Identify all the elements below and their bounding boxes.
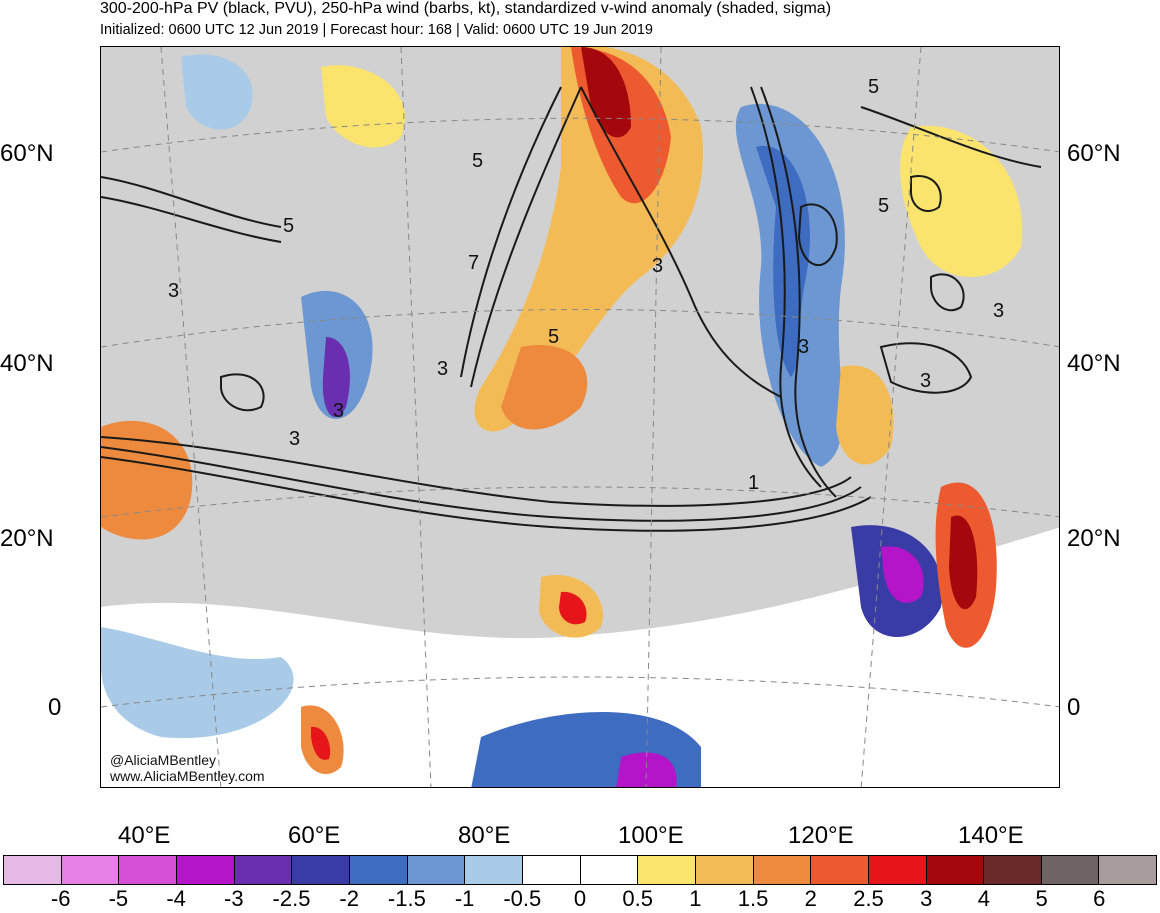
anomaly-darkred-1	[581, 47, 631, 138]
colorbar-label: -4	[166, 886, 186, 911]
lon-label: 60°E	[288, 822, 341, 849]
colorbar-label: 4	[977, 886, 991, 911]
contour-label: 3	[437, 358, 449, 380]
colorbar-swatch	[868, 856, 927, 884]
colorbar-swatch	[176, 856, 235, 884]
colorbar-label: 2.5	[853, 886, 884, 911]
colorbar-swatch	[61, 856, 120, 884]
contour-label: 5	[548, 326, 560, 348]
lat-label-left: 60°N	[0, 140, 54, 167]
contour-label: 5	[472, 150, 484, 172]
anomaly-blue-3	[756, 145, 810, 377]
colorbar-swatch	[580, 856, 639, 884]
contour-label: 3	[168, 280, 180, 302]
contour-label: 7	[468, 252, 480, 274]
map-subtitle: Initialized: 0600 UTC 12 Jun 2019 | Fore…	[100, 22, 653, 38]
colorbar-swatch	[1041, 856, 1100, 884]
lat-label-right: 60°N	[1067, 140, 1121, 167]
colorbar-swatch	[407, 856, 466, 884]
colorbar-swatch	[465, 856, 523, 884]
weather-map	[100, 46, 1060, 788]
lon-label: 100°E	[618, 822, 684, 849]
colorbar-label: 2	[804, 886, 817, 911]
lat-label-right: 0	[1067, 694, 1081, 721]
colorbar-label: -3	[224, 886, 244, 911]
credit-site: www.AliciaMBentley.com	[110, 768, 265, 784]
lat-label-right: 20°N	[1067, 525, 1121, 552]
colorbar-swatch	[349, 856, 408, 884]
colorbar-swatch	[695, 856, 754, 884]
colorbar-label: 1.5	[737, 886, 769, 911]
pv-contours	[101, 86, 1042, 532]
colorbar-label: 3	[920, 886, 933, 911]
colorbar-label: 0	[573, 886, 587, 911]
colorbar-swatch	[926, 856, 985, 884]
colorbar-label: -2.5	[272, 886, 311, 911]
colorbar-label: 0.5	[622, 886, 653, 911]
map-title: 300-200-hPa PV (black, PVU), 250-hPa win…	[100, 0, 832, 17]
contour-label: 1	[748, 472, 760, 494]
anomaly-darkred-2	[949, 515, 978, 610]
colorbar-label: -2	[339, 886, 359, 911]
contour-label: 3	[920, 370, 932, 392]
anomaly-red-3	[311, 726, 331, 760]
contour-label: 5	[868, 76, 880, 98]
lat-label-left: 0	[48, 694, 62, 721]
colorbar-swatch	[753, 856, 812, 884]
lon-label: 40°E	[118, 822, 171, 849]
colorbar-label: -6	[50, 886, 71, 911]
anomaly-purple-3	[616, 752, 677, 787]
lat-label-right: 40°N	[1067, 350, 1121, 377]
lat-label-left: 40°N	[0, 350, 54, 377]
colorbar-swatch	[638, 856, 696, 884]
lon-label: 140°E	[958, 822, 1024, 849]
anomaly-yellow-2	[836, 365, 894, 465]
colorbar-swatch	[234, 856, 293, 884]
colorbar-label: 5	[1035, 886, 1048, 911]
anomaly-yellow-3	[900, 125, 1023, 277]
graticule	[101, 47, 1059, 787]
contour-label: 5	[283, 215, 295, 237]
colorbar-swatch	[119, 856, 177, 884]
anomaly-red-4	[559, 591, 587, 625]
colorbar-label: 6	[1093, 886, 1106, 911]
anomaly-purple-1	[322, 337, 350, 417]
colorbar-label: -0.5	[503, 886, 542, 911]
map-canvas	[101, 47, 1059, 787]
anomaly-blue-6	[101, 627, 294, 739]
colorbar-label: -1	[454, 886, 475, 911]
lon-label: 120°E	[788, 822, 854, 849]
colorbar	[3, 855, 1157, 885]
contour-label: 3	[333, 400, 345, 422]
credit-handle: @AliciaMBentley	[110, 752, 217, 768]
colorbar-label: -1.5	[387, 886, 426, 911]
colorbar-swatch	[522, 856, 581, 884]
anomaly-orange-2	[501, 345, 588, 430]
lon-label: 80°E	[458, 822, 511, 849]
ocean-region	[101, 527, 1059, 787]
lat-label-left: 20°N	[0, 525, 54, 552]
anomaly-purple-2	[881, 546, 924, 603]
colorbar-swatch	[811, 856, 869, 884]
colorbar-label: -5	[108, 886, 129, 911]
colorbar-label: 1	[689, 886, 702, 911]
colorbar-swatch	[984, 856, 1042, 884]
colorbar-swatch	[292, 856, 350, 884]
anomaly-blue-7	[181, 54, 253, 130]
contour-label: 3	[289, 428, 301, 450]
colorbar-swatch	[4, 856, 62, 884]
contour-label: 3	[993, 300, 1005, 322]
contour-label: 3	[798, 336, 810, 358]
colorbar-swatch	[1099, 856, 1157, 884]
contour-label: 3	[652, 255, 664, 277]
contour-label: 5	[878, 195, 890, 217]
